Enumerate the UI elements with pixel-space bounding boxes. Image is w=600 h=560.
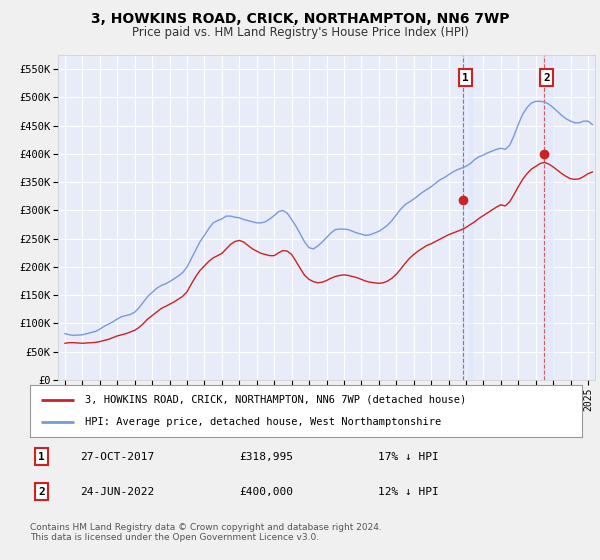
Text: Contains HM Land Registry data © Crown copyright and database right 2024.
This d: Contains HM Land Registry data © Crown c… (30, 523, 382, 543)
Text: 17% ↓ HPI: 17% ↓ HPI (378, 451, 439, 461)
Text: HPI: Average price, detached house, West Northamptonshire: HPI: Average price, detached house, West… (85, 417, 442, 427)
Text: 24-JUN-2022: 24-JUN-2022 (80, 487, 154, 497)
Text: 1: 1 (38, 451, 45, 461)
Text: 3, HOWKINS ROAD, CRICK, NORTHAMPTON, NN6 7WP (detached house): 3, HOWKINS ROAD, CRICK, NORTHAMPTON, NN6… (85, 395, 466, 404)
Text: Price paid vs. HM Land Registry's House Price Index (HPI): Price paid vs. HM Land Registry's House … (131, 26, 469, 39)
Text: 27-OCT-2017: 27-OCT-2017 (80, 451, 154, 461)
Text: 2: 2 (544, 73, 550, 83)
Bar (543, 55, 553, 380)
Bar (462, 55, 472, 380)
Text: £400,000: £400,000 (240, 487, 294, 497)
Text: 3, HOWKINS ROAD, CRICK, NORTHAMPTON, NN6 7WP: 3, HOWKINS ROAD, CRICK, NORTHAMPTON, NN6… (91, 12, 509, 26)
Text: £318,995: £318,995 (240, 451, 294, 461)
Text: 12% ↓ HPI: 12% ↓ HPI (378, 487, 439, 497)
Text: 1: 1 (462, 73, 469, 83)
Text: 2: 2 (38, 487, 45, 497)
